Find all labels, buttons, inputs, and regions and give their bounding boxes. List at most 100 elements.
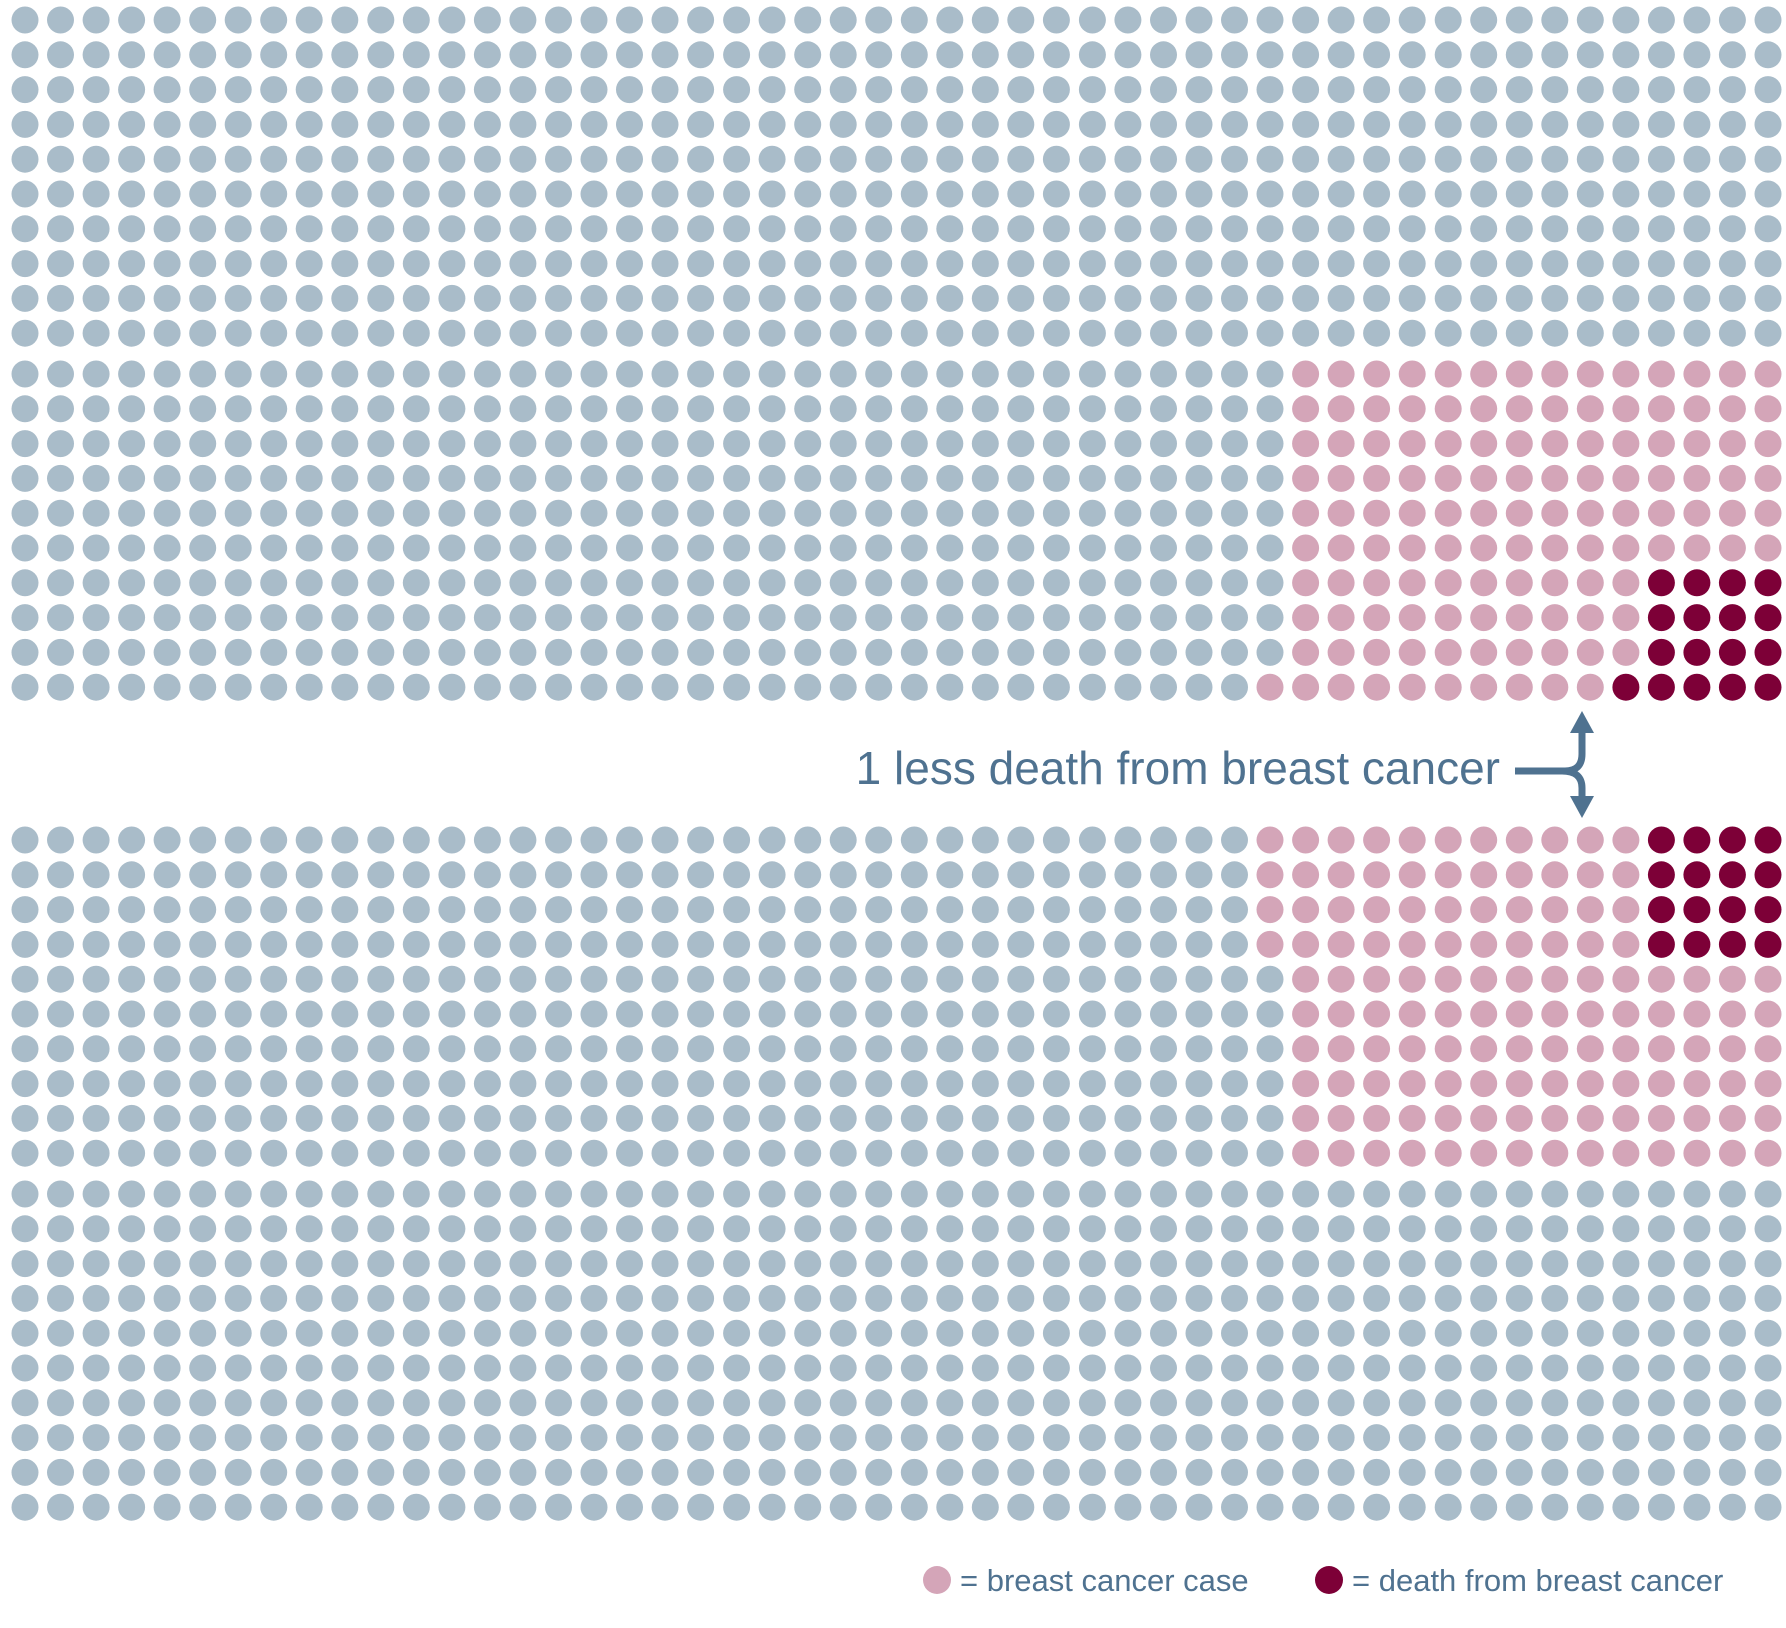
person-dot xyxy=(1078,638,1106,666)
person-dot xyxy=(189,284,217,312)
person-dot xyxy=(616,1284,643,1312)
case-dot xyxy=(1612,464,1640,492)
person-dot xyxy=(1185,110,1213,138)
person-dot xyxy=(11,1215,39,1243)
person-dot xyxy=(295,604,323,632)
person-dot xyxy=(260,861,288,889)
person-dot xyxy=(545,499,572,527)
person-dot xyxy=(865,1000,893,1028)
person-dot xyxy=(1363,215,1391,243)
person-dot xyxy=(723,1389,751,1417)
person-dot xyxy=(1541,110,1569,138)
person-dot xyxy=(1576,145,1604,173)
person-dot xyxy=(189,360,217,388)
case-dot xyxy=(1470,360,1498,388)
case-dot xyxy=(1434,638,1462,666)
person-dot xyxy=(687,1319,715,1347)
person-dot xyxy=(794,215,822,243)
person-dot xyxy=(118,1070,146,1098)
person-dot xyxy=(1042,41,1070,69)
person-dot xyxy=(1434,319,1462,347)
person-dot xyxy=(865,1354,893,1382)
person-dot xyxy=(936,360,964,388)
case-dot xyxy=(1541,965,1569,993)
person-dot xyxy=(47,499,74,527)
person-dot xyxy=(118,604,146,632)
person-dot xyxy=(758,1284,786,1312)
person-dot xyxy=(971,319,999,347)
person-dot xyxy=(1221,1000,1248,1028)
person-dot xyxy=(1221,145,1248,173)
person-dot xyxy=(1221,1284,1248,1312)
person-dot xyxy=(1221,215,1248,243)
person-dot xyxy=(1363,1458,1391,1486)
person-dot xyxy=(367,1389,395,1417)
case-dot xyxy=(1576,604,1604,632)
person-dot xyxy=(545,319,572,347)
person-dot xyxy=(616,76,643,104)
person-dot xyxy=(1221,1215,1248,1243)
person-dot xyxy=(1754,41,1782,69)
person-dot xyxy=(936,1284,964,1312)
person-dot xyxy=(900,673,928,701)
person-dot xyxy=(687,1104,715,1132)
person-dot xyxy=(1327,6,1355,34)
case-dot xyxy=(1434,896,1462,924)
person-dot xyxy=(118,1104,146,1132)
person-dot xyxy=(1647,76,1675,104)
person-dot xyxy=(794,534,822,562)
person-dot xyxy=(47,965,74,993)
person-dot xyxy=(260,41,288,69)
person-dot xyxy=(829,110,857,138)
person-dot xyxy=(1612,76,1640,104)
person-dot xyxy=(1398,1389,1426,1417)
person-dot xyxy=(402,395,430,423)
person-dot xyxy=(723,1000,751,1028)
person-dot xyxy=(1042,1000,1070,1028)
person-dot xyxy=(545,1389,572,1417)
person-dot xyxy=(1505,1493,1533,1521)
person-dot xyxy=(1541,284,1569,312)
person-dot xyxy=(616,464,643,492)
case-dot xyxy=(1541,1139,1569,1167)
person-dot xyxy=(1221,1424,1248,1452)
case-dot xyxy=(1434,360,1462,388)
person-dot xyxy=(616,826,643,854)
person-dot xyxy=(1042,1458,1070,1486)
case-dot xyxy=(1363,360,1391,388)
person-dot xyxy=(473,319,501,347)
case-dot xyxy=(1398,861,1426,889)
person-dot xyxy=(1185,638,1213,666)
person-dot xyxy=(473,896,501,924)
person-dot xyxy=(1541,1354,1569,1382)
person-dot xyxy=(11,464,39,492)
person-dot xyxy=(1078,180,1106,208)
person-dot xyxy=(1718,1354,1746,1382)
person-dot xyxy=(473,1389,501,1417)
person-dot xyxy=(1470,319,1498,347)
case-dot xyxy=(1576,861,1604,889)
person-dot xyxy=(758,1250,786,1278)
person-dot xyxy=(82,1000,110,1028)
person-dot xyxy=(794,395,822,423)
person-dot xyxy=(1541,215,1569,243)
person-dot xyxy=(971,1354,999,1382)
case-dot xyxy=(1612,965,1640,993)
person-dot xyxy=(1185,6,1213,34)
person-dot xyxy=(224,1354,252,1382)
person-dot xyxy=(11,110,39,138)
person-dot xyxy=(687,673,715,701)
person-dot xyxy=(224,1035,252,1063)
person-dot xyxy=(153,395,181,423)
person-dot xyxy=(402,673,430,701)
person-dot xyxy=(1434,215,1462,243)
person-dot xyxy=(1150,41,1177,69)
person-dot xyxy=(971,1104,999,1132)
person-dot xyxy=(1292,1424,1320,1452)
person-dot xyxy=(936,1035,964,1063)
person-dot xyxy=(47,1319,74,1347)
person-dot xyxy=(900,41,928,69)
person-dot xyxy=(687,250,715,278)
person-dot xyxy=(1185,41,1213,69)
case-dot xyxy=(1683,1000,1711,1028)
